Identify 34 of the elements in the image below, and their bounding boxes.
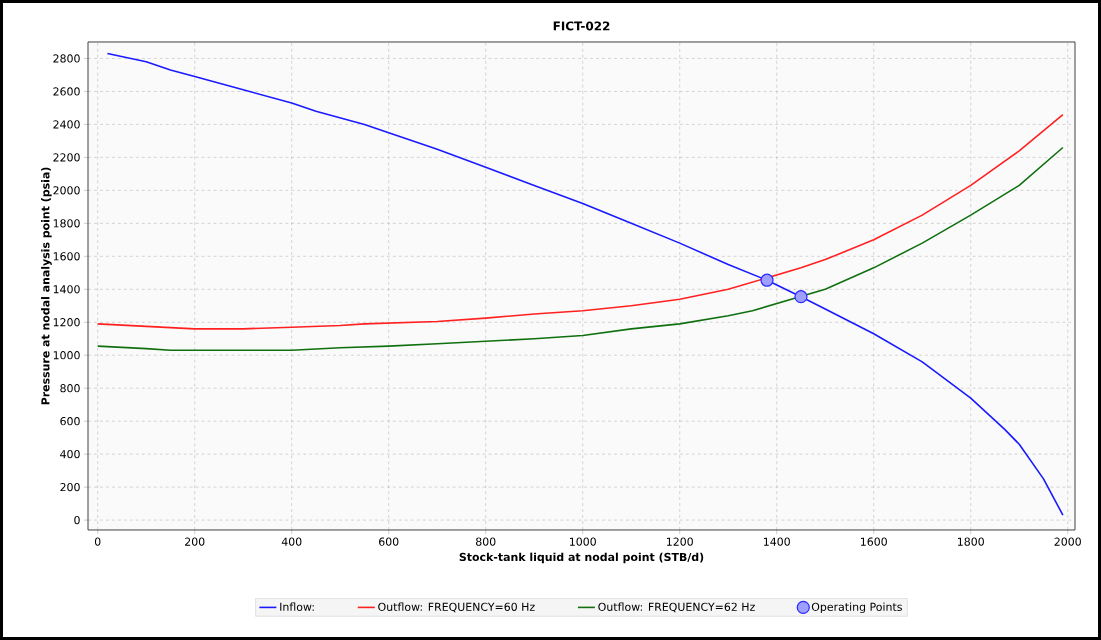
y-tick-label: 200: [60, 482, 80, 492]
y-tick-label: 1600: [53, 252, 80, 261]
y-tick-label: 1400: [53, 285, 80, 294]
legend-label: Outflow: FREQUENCY=60 Hz: [378, 602, 535, 613]
y-tick-label: 2800: [53, 54, 80, 63]
y-tick-label: 2600: [53, 87, 80, 96]
line-series: [106, 52, 1064, 516]
y-tick-label: 1000: [53, 351, 80, 360]
x-axis-title: Stock-tank liquid at nodal point (STB/d): [459, 552, 704, 564]
chart-title: FICT-022: [553, 21, 610, 31]
legend-label: Outflow: FREQUENCY=62 Hz: [598, 602, 755, 613]
x-tick-label: 0: [94, 537, 101, 546]
y-tick-label: 2000: [53, 186, 80, 195]
legend-label: Inflow:: [280, 602, 314, 611]
y-tick-label: 1200: [53, 318, 80, 327]
y-tick-label: 2200: [53, 153, 80, 162]
x-tick-label: 400: [281, 537, 302, 546]
x-tick-label: 800: [476, 537, 496, 546]
y-tick-label: 600: [60, 417, 80, 426]
x-tick-label: 1800: [957, 537, 984, 546]
x-tick-label: 1000: [569, 537, 596, 546]
y-axis-title: Pressure at nodal analysis point (psia): [41, 167, 52, 405]
y-tick-label: 1800: [53, 219, 80, 228]
y-tick-label: 0: [74, 515, 80, 525]
x-tick-label: 1200: [666, 537, 693, 546]
x-tick-label: 600: [379, 537, 399, 546]
x-tick-label: 200: [185, 537, 205, 546]
x-tick-label: 1600: [860, 537, 887, 546]
y-tick-label: 800: [60, 384, 80, 393]
legend-label: Operating Points: [811, 602, 902, 614]
y-tick-label: 2400: [53, 120, 80, 129]
x-tick-label: 1400: [763, 537, 790, 546]
x-tick-label: 2000: [1054, 537, 1081, 546]
y-tick-label: 400: [60, 450, 80, 459]
